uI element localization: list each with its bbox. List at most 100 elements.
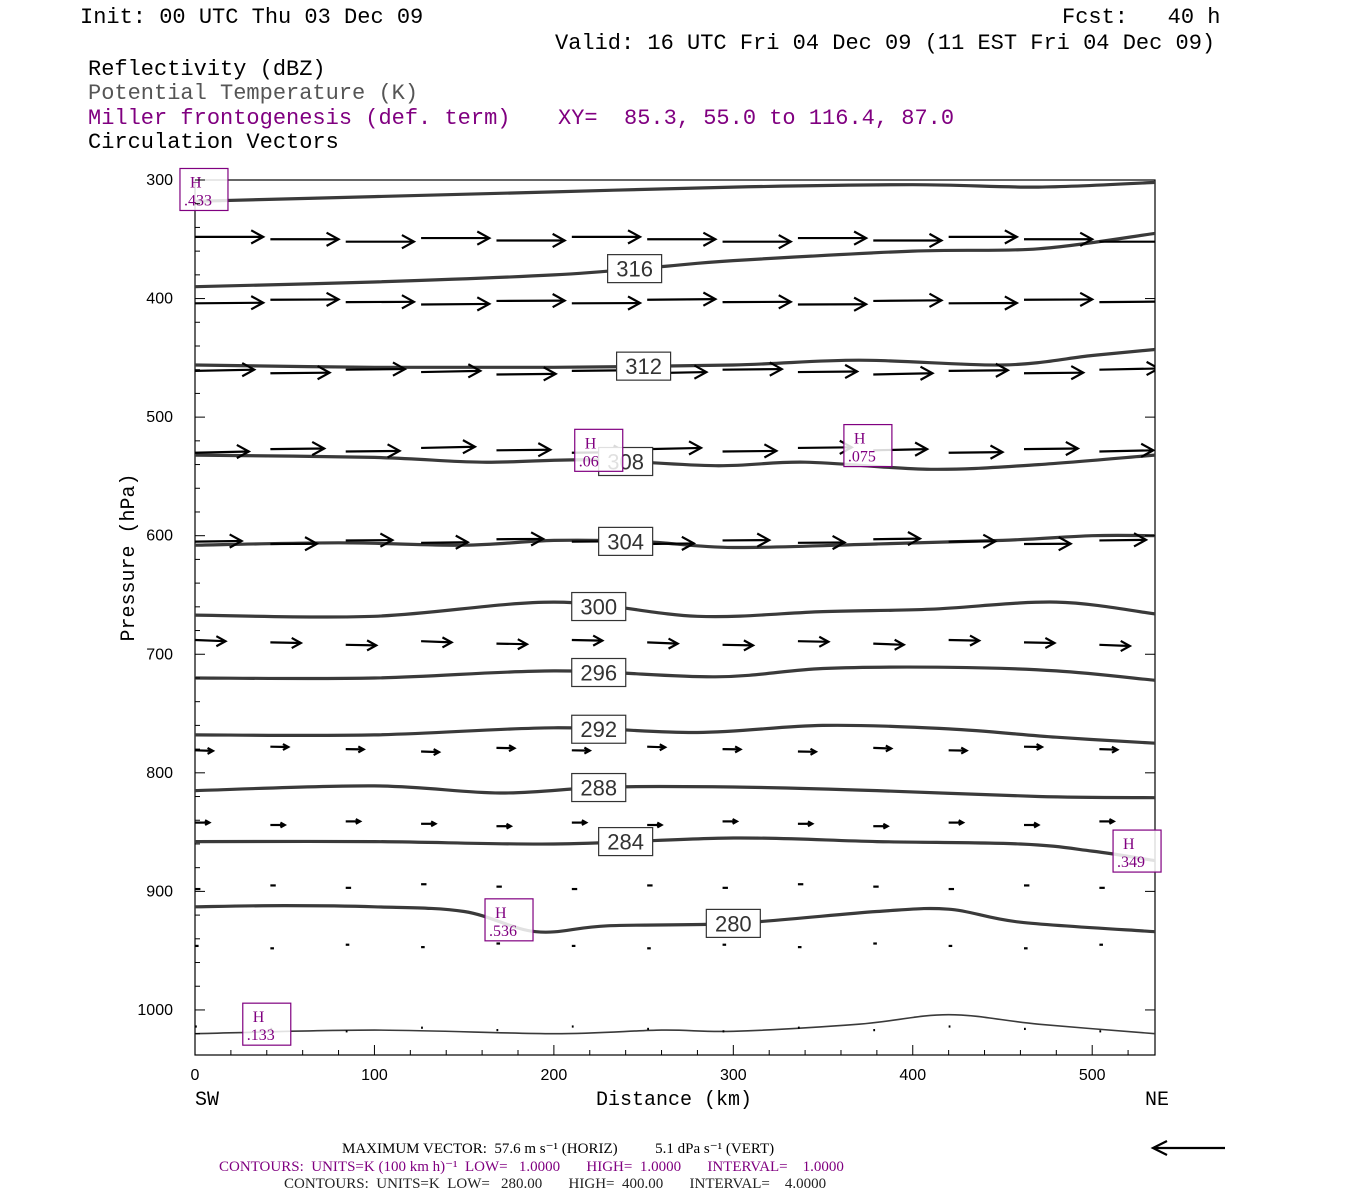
y-tick-label: 800	[146, 765, 173, 782]
vector-arrow	[195, 533, 244, 549]
field-reflectivity: Reflectivity (dBZ)	[88, 57, 326, 82]
isentrope-304	[195, 533, 1155, 550]
vector-arrow	[270, 743, 291, 751]
vector-arrow	[345, 361, 408, 377]
cross-section-endpoints: XY= 85.3, 55.0 to 116.4, 87.0	[558, 106, 955, 131]
x-tick-label: 0	[191, 1067, 200, 1084]
vector-arrow	[421, 636, 454, 649]
vector-arrow	[722, 294, 794, 310]
vector-arrow	[722, 443, 779, 459]
vector-arrow	[195, 635, 228, 648]
vector-arrow	[1024, 231, 1095, 247]
vector-arrow	[873, 822, 890, 830]
isentrope-312	[195, 347, 1155, 370]
isentrope-label-300: 300	[571, 591, 627, 622]
frontogenesis-contour-note: CONTOURS: UNITS=K (100 km h)⁻¹ LOW= 1.00…	[219, 1159, 844, 1175]
vector-arrow	[496, 744, 517, 753]
vector-arrow	[1023, 440, 1081, 457]
vector-arrow	[496, 293, 567, 309]
svg-text:296: 296	[580, 661, 617, 686]
vector-arrow	[647, 535, 697, 551]
vector-arrow	[948, 229, 1020, 245]
vector-arrow	[345, 443, 402, 459]
vector-arrow	[270, 291, 341, 307]
vector-arrow	[270, 440, 327, 457]
vector-arrow	[647, 440, 704, 456]
vector-arrow	[873, 638, 907, 651]
vector-arrow	[1024, 291, 1095, 307]
frontogenesis-max-536: H.536	[484, 898, 534, 942]
isentrope-292	[195, 723, 1155, 745]
vector-arrow	[647, 637, 680, 650]
vector-arrow	[647, 743, 668, 752]
vector-arrow	[948, 819, 966, 826]
isentrope-label-288: 288	[571, 772, 627, 803]
axes: 300 400 500 600 700 800 900 1000 0 100 200 300 400 50…	[118, 172, 1169, 1112]
isentrope-label-312: 312	[615, 351, 672, 381]
isentrope-label-304: 304	[598, 526, 654, 556]
vector-arrow	[195, 746, 216, 755]
svg-text:.075: .075	[848, 449, 876, 466]
y-tick-label: 300	[146, 172, 173, 189]
isentrope-296	[195, 665, 1155, 682]
y-tick-label: 900	[146, 883, 173, 900]
valid-time: Valid: 16 UTC Fri 04 Dec 09 (11 EST Fri …	[555, 31, 1216, 56]
reference-vector	[1150, 1140, 1225, 1156]
frontogenesis-max-349: H.349	[1112, 829, 1162, 873]
y-tick-label: 500	[146, 409, 173, 426]
x-tick-label: 500	[1079, 1067, 1106, 1084]
y-tick-label: 1000	[137, 1002, 173, 1019]
svg-text:280: 280	[715, 911, 752, 936]
vector-arrow	[345, 294, 417, 310]
init-time: Init: 00 UTC Thu 03 Dec 09	[80, 5, 424, 30]
vector-arrow	[1024, 821, 1041, 829]
x-tick-label: 300	[720, 1067, 747, 1084]
vector-arrow	[195, 229, 266, 245]
svg-text:.536: .536	[489, 923, 517, 940]
vector-arrow	[873, 531, 923, 547]
svg-text:312: 312	[625, 354, 662, 379]
vector-arrow	[722, 532, 772, 548]
y-tick-label: 600	[146, 528, 173, 545]
vector-arrow	[496, 366, 558, 382]
isentrope-316	[195, 231, 1155, 289]
vector-arrow	[1099, 745, 1120, 754]
svg-text:316: 316	[616, 257, 653, 282]
svg-text:300: 300	[580, 595, 617, 620]
x-tick-label: 200	[541, 1067, 568, 1084]
vector-arrow	[797, 363, 860, 380]
isentrope-label-296: 296	[571, 657, 627, 688]
vector-arrow	[647, 821, 664, 829]
vector-arrow	[345, 639, 379, 652]
vector-arrow	[948, 634, 982, 647]
vector-arrow	[1099, 818, 1117, 825]
svg-text:292: 292	[580, 717, 617, 742]
vector-arrow	[270, 637, 304, 649]
vector-arrow	[1099, 442, 1155, 458]
isentrope-276	[195, 1013, 1155, 1035]
vector-arrow	[421, 363, 483, 379]
vector-arrow	[948, 533, 998, 549]
maximum-vector-note: MAXIMUM VECTOR: 57.6 m s⁻¹ (HORIZ) 5.1 d…	[342, 1141, 775, 1157]
theta-contour-note: CONTOURS: UNITS=K LOW= 280.00 HIGH= 400.…	[284, 1176, 827, 1192]
svg-text:H: H	[495, 905, 507, 922]
y-tick-label: 700	[146, 646, 173, 663]
vector-arrow	[647, 231, 718, 247]
x-tick-label: 100	[361, 1067, 388, 1084]
isentropes	[195, 180, 1155, 1035]
vector-arrow	[797, 534, 847, 551]
vector-arrow	[797, 296, 869, 312]
x-tick-label: 400	[899, 1067, 926, 1084]
vector-arrow	[571, 229, 643, 245]
circulation-vectors	[195, 229, 1155, 1033]
vector-arrow	[571, 819, 589, 826]
isentrope-label-292: 292	[571, 714, 627, 744]
vector-arrow	[797, 747, 819, 756]
vector-arrow	[421, 296, 492, 312]
vector-arrow	[1099, 532, 1149, 548]
vector-arrow	[270, 365, 332, 381]
svg-text:.133: .133	[247, 1027, 275, 1044]
vector-arrow	[948, 362, 1011, 378]
vector-arrow	[873, 365, 935, 381]
